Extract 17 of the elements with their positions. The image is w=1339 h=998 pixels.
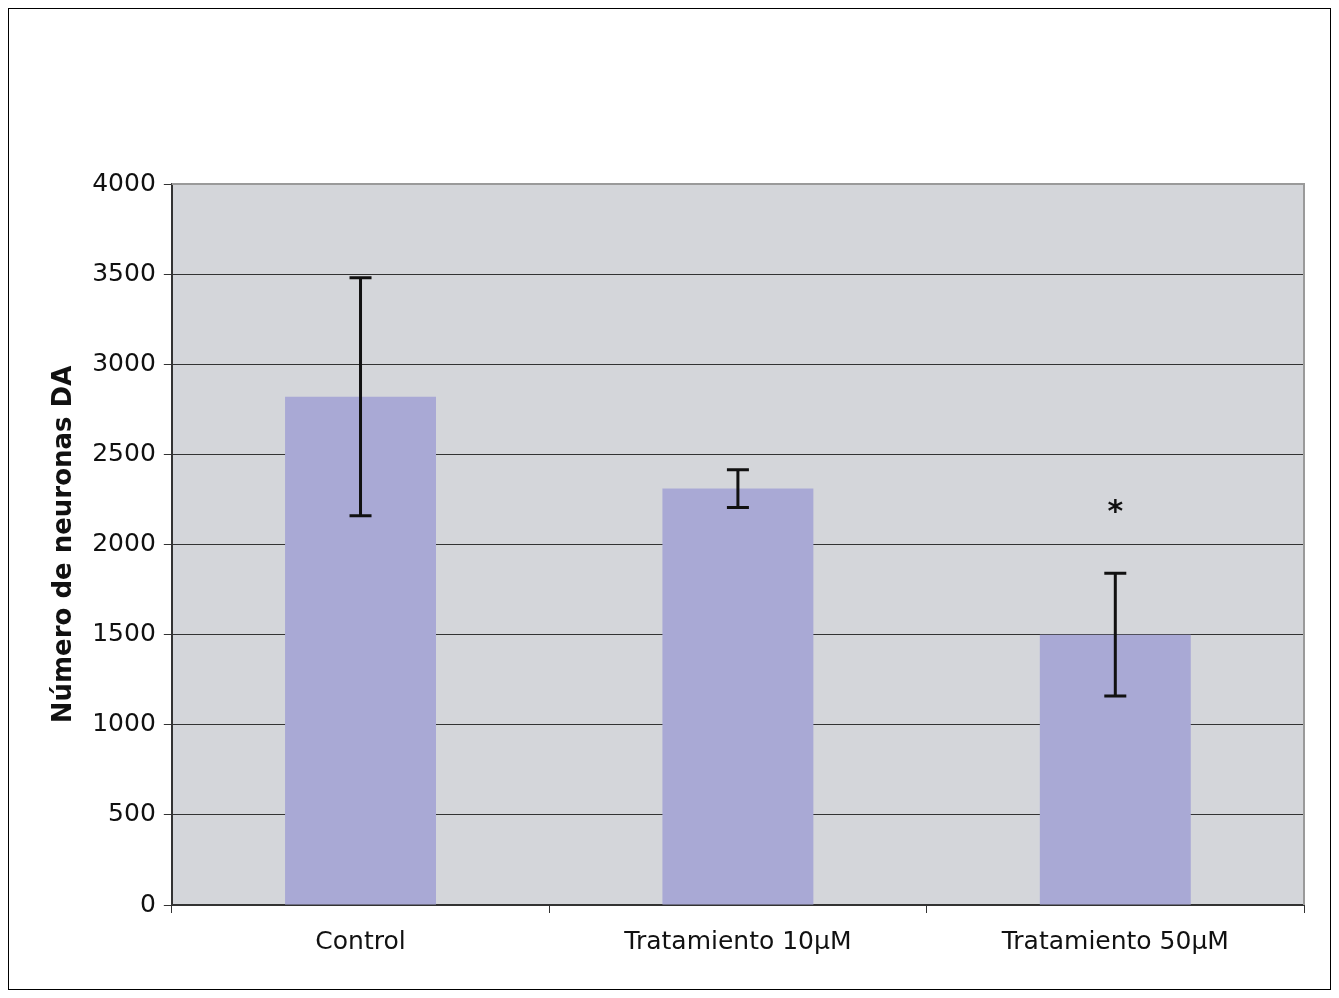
x-tick-label: Tratamiento 10µM	[623, 925, 852, 955]
y-tick-label: 3500	[92, 257, 156, 287]
y-tick-label: 4000	[92, 167, 156, 197]
y-tick-label: 3000	[92, 347, 156, 377]
x-tick-label: Control	[315, 925, 406, 955]
y-tick-label: 500	[108, 798, 156, 828]
x-tick-label: Tratamiento 50µM	[1000, 925, 1229, 955]
bar	[285, 396, 436, 905]
y-tick-label: 1000	[92, 708, 156, 738]
annotation: *	[1107, 493, 1124, 529]
y-tick-label: 0	[139, 888, 156, 918]
bar	[1039, 634, 1191, 905]
y-tick-label: 2500	[92, 437, 156, 467]
y-axis-title: Número de neuronas DA	[47, 365, 78, 724]
y-tick-label: 1500	[92, 618, 156, 648]
y-tick-label: 2000	[92, 528, 156, 557]
bar	[662, 488, 814, 905]
